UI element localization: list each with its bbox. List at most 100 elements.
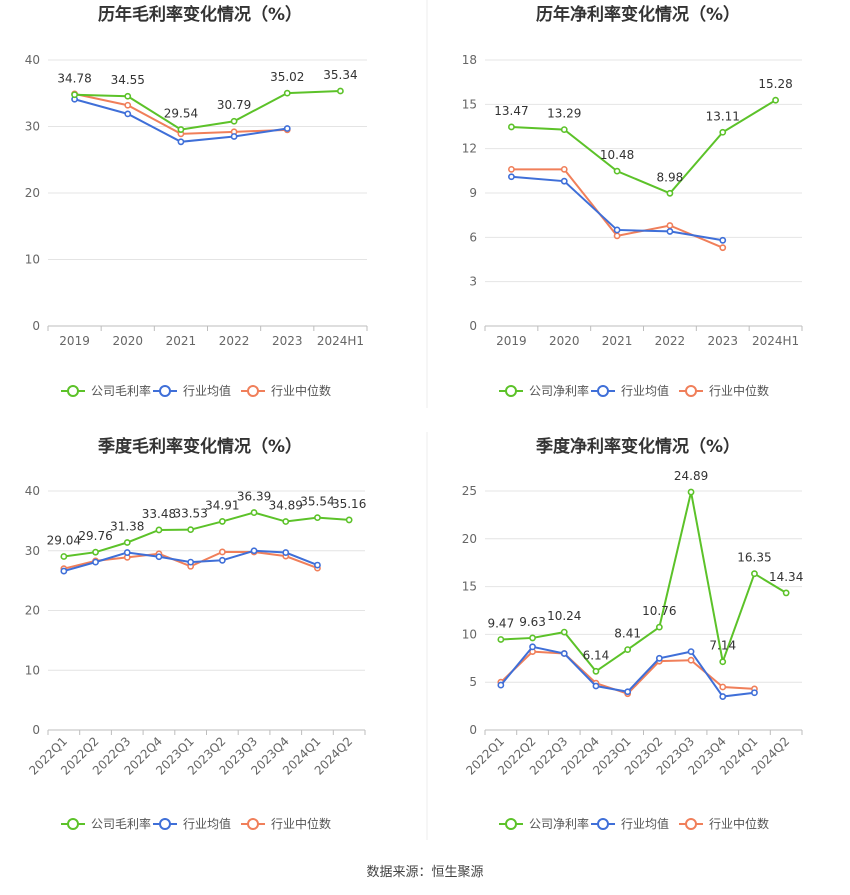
data-label: 36.39: [237, 490, 271, 504]
data-label: 14.34: [769, 570, 803, 584]
legend-label: 公司毛利率: [91, 816, 151, 831]
data-label: 10.24: [547, 609, 581, 623]
data-label: 35.34: [323, 68, 357, 82]
x-tick-label: 2022: [655, 334, 686, 348]
data-label: 13.11: [706, 109, 740, 123]
data-point-industry_avg: [230, 133, 238, 140]
x-tick-label: 2024H1: [317, 334, 364, 348]
data-point-company: [592, 667, 600, 675]
y-tick-label: 9: [469, 186, 477, 200]
data-point-company: [529, 634, 536, 642]
x-tick-label: 2019: [496, 334, 527, 348]
data-point-company: [155, 526, 163, 534]
legend-swatch-marker: [597, 385, 609, 397]
data-point-industry_avg: [314, 561, 321, 569]
x-tick-label: 2020: [112, 334, 143, 348]
y-tick-label: 0: [32, 723, 40, 737]
legend-swatch-marker: [597, 818, 609, 830]
data-point-industry_median: [218, 548, 226, 556]
data-point-company: [283, 89, 291, 97]
data-point-industry_avg: [719, 693, 727, 700]
data-point-company: [655, 623, 663, 631]
data-label: 13.47: [494, 104, 528, 118]
legend-swatch-marker: [159, 818, 171, 830]
y-tick-label: 0: [469, 319, 477, 333]
series-line-company: [63, 511, 350, 558]
x-tick-label: 2021: [602, 334, 633, 348]
y-tick-label: 0: [32, 319, 40, 333]
data-point-company: [124, 92, 132, 100]
y-tick-label: 30: [25, 120, 40, 134]
data-point-industry_median: [124, 101, 132, 109]
data-point-industry_avg: [282, 549, 290, 556]
data-point-industry_avg: [283, 125, 291, 132]
y-tick-label: 30: [25, 544, 40, 558]
data-point-company: [772, 96, 779, 104]
data-point-company: [250, 509, 258, 516]
data-label: 31.38: [110, 520, 144, 534]
legend-label: 行业均值: [621, 816, 669, 831]
series-line-company: [511, 99, 777, 195]
data-point-industry_avg: [624, 688, 632, 696]
x-tick-label: 2020: [549, 334, 580, 348]
data-label: 13.29: [547, 107, 581, 121]
data-point-company: [666, 189, 674, 197]
data-point-industry_avg: [60, 567, 68, 575]
y-tick-label: 15: [462, 97, 477, 111]
x-tick-label: 2023: [707, 334, 738, 348]
data-label: 29.54: [164, 107, 198, 121]
data-point-industry_avg: [508, 173, 515, 181]
data-point-industry_avg: [560, 650, 568, 657]
legend-swatch-marker: [505, 385, 517, 397]
legend-swatch-marker: [685, 385, 697, 397]
chart-annual-gross: 历年毛利率变化情况（%） 0 10 20 30 40 2019 2020 2021 2022 202…: [25, 4, 368, 398]
legend-label: 公司毛利率: [91, 383, 151, 398]
data-point-industry_avg: [666, 228, 674, 235]
data-point-industry_avg: [655, 654, 663, 662]
data-point-industry_avg: [613, 226, 621, 234]
data-point-industry_avg: [560, 177, 568, 185]
x-tick-label: 2022: [219, 334, 250, 348]
x-tick-label: 2024H1: [752, 334, 799, 348]
y-tick-label: 18: [462, 53, 477, 67]
x-tick-label: 2021: [166, 334, 197, 348]
data-point-industry_avg: [187, 558, 195, 566]
data-point-company: [508, 123, 515, 131]
data-point-company: [218, 518, 226, 525]
chart-quarterly-gross: 季度毛利率变化情况（%）0102030402022Q12022Q22022Q32…: [25, 436, 367, 831]
data-label: 9.47: [487, 616, 514, 630]
y-tick-label: 6: [469, 230, 477, 244]
data-point-industry_median: [687, 656, 695, 664]
y-tick-label: 12: [462, 142, 477, 156]
data-point-industry_avg: [497, 681, 505, 689]
data-label: 29.76: [78, 529, 112, 543]
y-tick-label: 10: [462, 627, 477, 641]
data-label: 9.63: [519, 615, 546, 629]
y-tick-label: 5: [469, 675, 477, 689]
data-point-company: [123, 539, 131, 546]
legend-label: 行业均值: [183, 816, 231, 831]
legend-swatch-marker: [247, 818, 259, 830]
data-point-industry_avg: [687, 648, 695, 656]
legend-label: 行业中位数: [271, 383, 331, 398]
data-point-industry_median: [508, 165, 515, 173]
data-point-company: [560, 628, 568, 636]
data-point-company: [719, 658, 727, 666]
legend-swatch-marker: [67, 818, 79, 830]
data-point-company: [497, 636, 505, 643]
data-point-company: [345, 516, 353, 524]
chart-title: 季度净利率变化情况（%）: [536, 436, 740, 457]
data-point-industry_avg: [177, 138, 185, 146]
data-label: 35.02: [270, 70, 304, 84]
data-point-company: [687, 488, 695, 496]
legend-label: 行业均值: [621, 383, 669, 398]
data-point-company: [782, 589, 790, 597]
data-point-company: [187, 526, 195, 534]
legend-label: 公司净利率: [529, 383, 589, 398]
data-point-industry_avg: [123, 549, 131, 556]
data-point-company: [92, 548, 99, 556]
data-point-company: [751, 570, 758, 578]
data-label: 35.16: [332, 497, 366, 511]
data-label: 35.54: [300, 495, 334, 509]
y-tick-label: 25: [462, 484, 477, 498]
